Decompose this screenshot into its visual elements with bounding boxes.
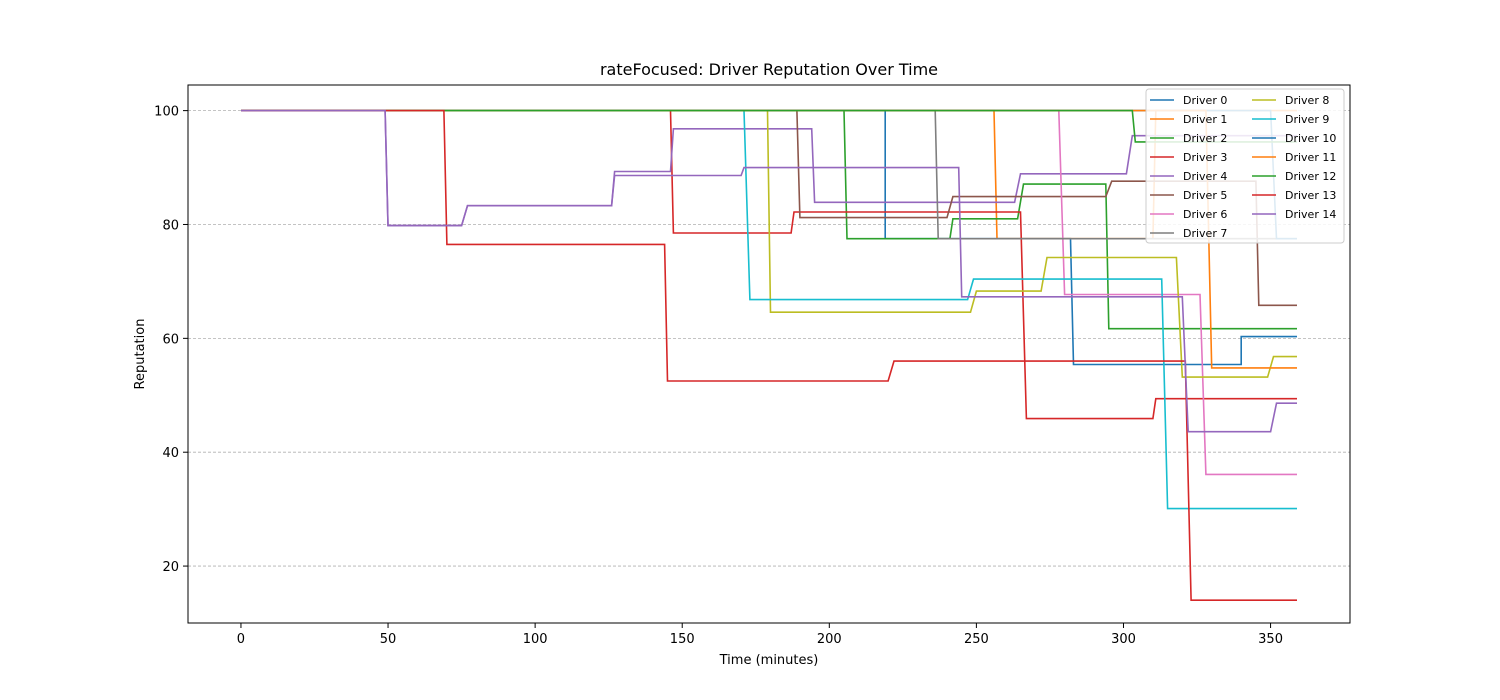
x-tick-label: 350 [1258, 632, 1283, 647]
legend-entry-label: Driver 4 [1183, 170, 1227, 183]
y-tick-label: 20 [162, 560, 179, 575]
series-line-driver-0 [241, 109, 1297, 366]
series-line-driver-2 [241, 109, 1297, 330]
series-line-driver-3 [241, 109, 1297, 420]
series-line-driver-14 [241, 109, 1297, 433]
y-axis-label: Reputation [133, 319, 148, 390]
legend-entry-label: Driver 12 [1285, 170, 1336, 183]
legend-entry-label: Driver 8 [1285, 94, 1329, 107]
legend-entry-label: Driver 2 [1183, 132, 1227, 145]
legend-entry-label: Driver 3 [1183, 151, 1227, 164]
legend-entry-label: Driver 0 [1183, 94, 1227, 107]
legend-entry-label: Driver 14 [1285, 208, 1336, 221]
plot-frame [187, 84, 1351, 624]
x-tick-label: 0 [237, 632, 245, 647]
legend-entry-label: Driver 10 [1285, 132, 1336, 145]
legend-entry-label: Driver 7 [1183, 227, 1227, 240]
chart-title: rateFocused: Driver Reputation Over Time [600, 60, 938, 79]
series-line-driver-9 [241, 109, 1297, 510]
legend-entry-label: Driver 13 [1285, 189, 1336, 202]
y-tick-label: 80 [162, 218, 179, 233]
series-line-driver-8 [241, 109, 1297, 378]
y-tick-label: 100 [154, 105, 179, 120]
x-axis-ticks: 0 50 100 150 200 250 300 350 [237, 623, 1283, 647]
series-line-driver-13 [241, 109, 1297, 602]
legend-entry-label: Driver 1 [1183, 113, 1227, 126]
x-tick-label: 300 [1111, 632, 1136, 647]
x-axis-label: Time (minutes) [719, 653, 819, 668]
x-tick-label: 250 [964, 632, 989, 647]
x-tick-label: 100 [523, 632, 548, 647]
x-tick-label: 50 [380, 632, 397, 647]
legend: Driver 0 Driver 1 Driver 2 Driver 3 Driver 4… [1145, 88, 1345, 244]
legend-entry-label: Driver 9 [1285, 113, 1329, 126]
legend-box [1145, 88, 1345, 244]
legend-entry-label: Driver 6 [1183, 208, 1227, 221]
legend-entry-label: Driver 11 [1285, 151, 1336, 164]
x-tick-label: 150 [670, 632, 695, 647]
x-tick-label: 200 [817, 632, 842, 647]
legend-entry-label: Driver 5 [1183, 189, 1227, 202]
y-axis-ticks: 20 40 60 80 100 [154, 105, 188, 575]
y-tick-label: 40 [162, 446, 179, 461]
y-tick-label: 60 [162, 332, 179, 347]
